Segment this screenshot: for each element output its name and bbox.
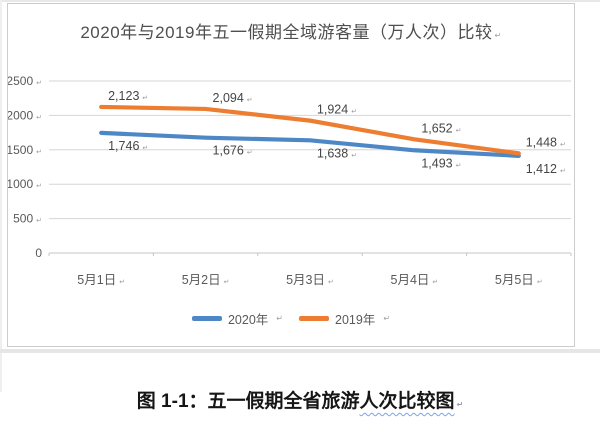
data-label: 1,652 ↵: [421, 121, 461, 135]
y-tick-label: 1500 ↵: [8, 143, 42, 157]
series-line-2019年[interactable]: [99, 104, 521, 156]
data-label: 1,638 ↵: [317, 146, 357, 160]
data-label: 1,448 ↵: [526, 135, 566, 149]
y-tick-label: 2500 ↵: [8, 74, 42, 88]
x-axis-label: 5月3日 ↵: [286, 273, 334, 287]
figure-caption[interactable]: 图 1-1：五一假期全省旅游人次比较图 ↵: [0, 386, 600, 413]
y-tick-label: 2000 ↵: [8, 108, 42, 122]
legend-label: 2020年: [227, 313, 269, 327]
chart-title-text: 2020年与2019年五一假期全域游客量（万人次）比较: [80, 23, 493, 42]
y-tick-label: 500 ↵: [13, 212, 42, 226]
data-label: 1,493 ↵: [421, 156, 461, 170]
data-label: 1,412 ↵: [526, 162, 566, 176]
page-edge-top: [0, 0, 600, 2]
data-label: 2,094 ↵: [213, 91, 253, 105]
data-label: 2,123 ↵: [108, 89, 148, 103]
chart-legend: 2020年 ↵ 2019年 ↵: [8, 309, 574, 328]
legend-item-2020年[interactable]: 2020年 ↵: [191, 309, 283, 328]
paragraph-mark-icon: ↵: [276, 314, 283, 323]
legend-label: 2019年: [335, 313, 376, 327]
x-axis-label: 5月2日 ↵: [182, 273, 230, 287]
caption-text: 图 1-1：五一假期全省旅游: [136, 391, 360, 412]
y-tick-label: 0: [35, 246, 42, 260]
y-tick-label: 1000 ↵: [8, 177, 42, 191]
paragraph-mark-icon: ↵: [456, 400, 464, 409]
paragraph-mark-icon: ↵: [494, 31, 502, 40]
frame-shadow: [0, 349, 600, 353]
paragraph-mark-icon: ↵: [383, 314, 391, 323]
chart-title: 2020年与2019年五一假期全域游客量（万人次）比较 ↵: [8, 18, 574, 43]
x-axis-label: 5月5日 ↵: [495, 273, 543, 287]
x-axis-label: 5月1日 ↵: [77, 273, 125, 287]
series-line-2020年[interactable]: [99, 130, 521, 158]
page-edge-left: [0, 0, 2, 392]
x-axis-label: 5月4日 ↵: [391, 273, 439, 287]
chart-object-frame[interactable]: 0 500 ↵ 1000 ↵ 1500 ↵ 2000 ↵ 2500 ↵ 5月1日 ↵ 5月2日 ↵ 5月3日 ↵…: [7, 3, 575, 347]
data-label: 1,676 ↵: [213, 144, 253, 158]
line-chart-plot[interactable]: 0 500 ↵ 1000 ↵ 1500 ↵ 2000 ↵ 2500 ↵ 5月1日 ↵ 5月2日 ↵ 5月3日 ↵…: [8, 4, 576, 348]
legend-swatch-icon: [299, 316, 329, 321]
caption-underlined-text: 人次比较图: [359, 391, 455, 412]
data-label: 1,924 ↵: [317, 103, 357, 117]
legend-swatch-icon: [191, 316, 222, 321]
data-label: 1,746 ↵: [108, 139, 148, 153]
legend-item-2019年[interactable]: 2019年 ↵: [299, 309, 390, 328]
